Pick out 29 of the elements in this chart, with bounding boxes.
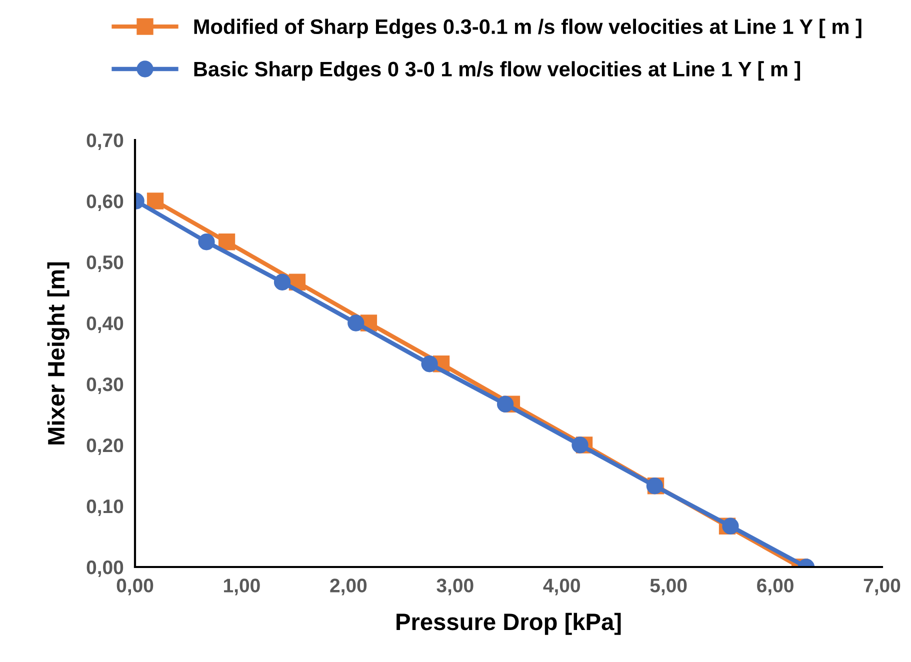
y-tick-label: 0,30 bbox=[86, 377, 124, 394]
y-tick-label: 0,60 bbox=[86, 194, 124, 212]
y-tick-label: 0,10 bbox=[86, 499, 124, 516]
point bbox=[146, 192, 164, 210]
point bbox=[421, 356, 438, 372]
x-tick-label: 6,00 bbox=[757, 578, 794, 596]
x-tick-label: 3,00 bbox=[436, 578, 474, 596]
point bbox=[218, 234, 236, 250]
y-tick-label: 0,00 bbox=[86, 560, 124, 578]
legend-label: Basic Sharp Edges 0 3-0 1 m/s flow velocities at Line 1 Y [ m ] bbox=[194, 61, 800, 81]
x-tick-label: 0,00 bbox=[116, 578, 154, 596]
point bbox=[198, 234, 215, 250]
x-tick-label: 5,00 bbox=[650, 578, 687, 596]
y-tick-label: 0,20 bbox=[86, 438, 124, 456]
legend-label: Modified of Sharp Edges 0.3-0.1 m /s flow velocities at Line 1 Y [ m ] bbox=[194, 18, 862, 38]
x-tick-label: 2,00 bbox=[330, 578, 367, 596]
y-tick-label: 0,50 bbox=[86, 255, 124, 272]
point bbox=[274, 274, 291, 290]
point bbox=[722, 518, 739, 534]
x-tick-label: 4,00 bbox=[543, 578, 580, 596]
y-tick-label: 0,40 bbox=[86, 316, 124, 334]
y-tick-label: 0,70 bbox=[86, 133, 124, 150]
point bbox=[572, 436, 588, 454]
x-axis-title: Pressure Drop [kPa] bbox=[396, 612, 621, 635]
y-axis-title: Mixer Height [m] bbox=[47, 262, 70, 444]
point bbox=[496, 396, 514, 412]
x-tick-label: 7,00 bbox=[864, 578, 900, 596]
point bbox=[348, 314, 364, 332]
x-tick-label: 1,00 bbox=[224, 578, 260, 596]
